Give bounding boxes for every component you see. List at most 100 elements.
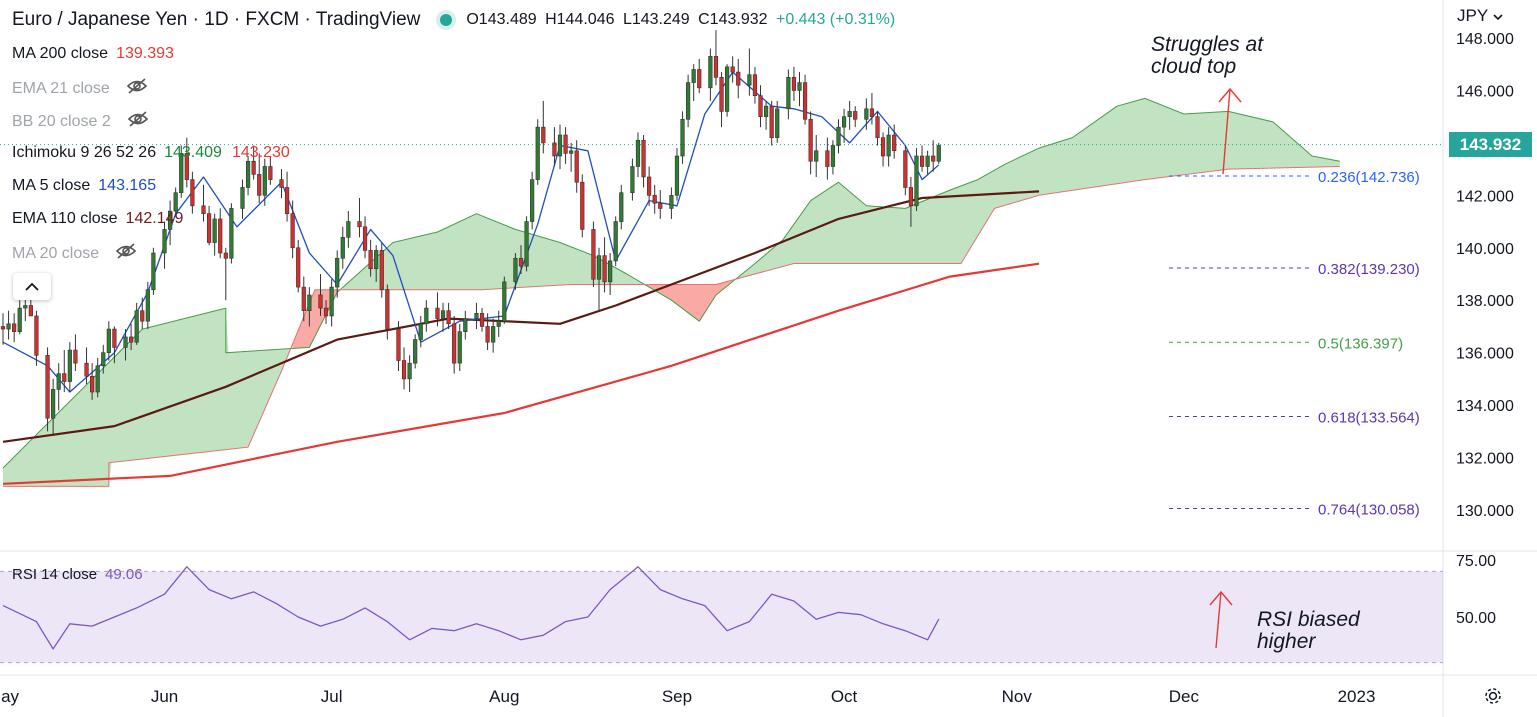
candle — [569, 142, 574, 172]
high-value: H144.046 — [545, 11, 615, 28]
candle-body — [368, 250, 373, 270]
candle-body — [869, 108, 875, 117]
indicator-ema110[interactable]: EMA 110 close 142.149 — [12, 210, 183, 228]
eye-hidden-icon[interactable] — [115, 243, 137, 264]
candle-body — [357, 221, 362, 228]
candle — [424, 300, 429, 332]
candle-body — [28, 305, 33, 317]
candle-body — [680, 118, 685, 157]
indicator-bb20[interactable]: BB 20 close 2 — [12, 111, 149, 132]
candle — [708, 48, 713, 101]
candle-body — [106, 328, 111, 353]
indicator-name: BB 20 close 2 — [12, 112, 111, 130]
candle-body — [658, 202, 663, 209]
candle — [814, 135, 819, 177]
candle-body — [674, 155, 680, 196]
candle-body — [802, 82, 808, 120]
indicator-ichimoku[interactable]: Ichimoku 9 26 52 26 143.409 143.230 — [12, 144, 290, 162]
candle-body — [145, 289, 150, 322]
candle-body — [45, 354, 50, 419]
rsi-legend[interactable]: RSI 14 close 49.06 — [12, 566, 143, 583]
candle-body — [479, 313, 485, 327]
indicator-ema21[interactable]: EMA 21 close — [12, 78, 148, 99]
candle-body — [17, 307, 22, 332]
candle — [936, 142, 941, 164]
eye-hidden-icon[interactable] — [127, 111, 149, 132]
candle-body — [825, 150, 830, 167]
candle — [463, 310, 468, 340]
candle — [591, 221, 596, 288]
candle-body — [140, 310, 145, 322]
collapse-legend-button[interactable] — [13, 273, 51, 300]
candle-body — [763, 105, 769, 117]
candle-body — [613, 221, 618, 262]
candle-body — [245, 160, 251, 188]
candle-body — [485, 326, 490, 343]
candle-body — [0, 326, 6, 330]
fib-label: 0.618(133.564) — [1318, 410, 1420, 427]
candle — [168, 200, 173, 246]
candle-body — [257, 174, 262, 196]
ma200-line — [2, 262, 1040, 485]
candle-body — [56, 373, 61, 390]
candle — [908, 176, 914, 227]
cloud-segment — [3, 308, 290, 487]
candle — [530, 171, 535, 230]
candle-body — [129, 336, 134, 343]
candle-body — [936, 145, 941, 162]
candle — [674, 148, 680, 201]
candle-body — [90, 375, 95, 393]
candle — [452, 315, 457, 374]
candle — [212, 213, 217, 256]
candle — [251, 145, 256, 180]
candle-body — [229, 208, 234, 259]
candle — [6, 310, 11, 340]
candle — [864, 98, 869, 130]
indicator-ma200[interactable]: MA 200 close 139.393 — [12, 45, 174, 63]
eye-hidden-icon[interactable] — [126, 78, 148, 99]
candle-body — [931, 155, 936, 162]
candle — [357, 197, 362, 238]
candle-body — [686, 82, 691, 120]
candle — [485, 313, 490, 351]
rsi-pane — [0, 566, 1443, 664]
candle — [145, 281, 150, 330]
candle — [931, 140, 936, 172]
candle-body — [162, 229, 167, 254]
candle-body — [112, 328, 117, 348]
candle — [329, 279, 334, 327]
candle-body — [557, 134, 563, 157]
indicator-value: 143.165 — [98, 177, 157, 194]
symbol-title[interactable]: Euro / Japanese Yen · 1D · FXCM · Tradin… — [12, 9, 421, 30]
indicator-ma5[interactable]: MA 5 close 143.165 — [12, 177, 156, 195]
candle — [869, 93, 875, 125]
candle — [262, 158, 267, 206]
candle — [680, 111, 685, 164]
annotation-line-1: RSI biased — [1257, 608, 1360, 631]
candle-body — [301, 286, 306, 312]
candle-body — [173, 192, 178, 212]
currency-selector[interactable]: JPY — [1457, 6, 1503, 26]
candle — [379, 242, 384, 298]
candle — [513, 253, 518, 290]
candle — [279, 169, 284, 198]
candle — [340, 226, 345, 269]
indicator-ma20[interactable]: MA 20 close — [12, 243, 137, 264]
candle-body — [752, 74, 758, 96]
candle-body — [463, 318, 468, 332]
candle-body — [652, 195, 657, 204]
candle-body — [168, 210, 173, 230]
candle — [630, 158, 635, 201]
candle-body — [179, 153, 184, 194]
candle — [190, 171, 195, 214]
candle-body — [279, 179, 284, 188]
candle-body — [574, 150, 579, 183]
y-tick-label: 140.000 — [1456, 241, 1514, 258]
candle-body — [262, 166, 267, 196]
rsi-band — [0, 571, 1443, 663]
candle-body — [830, 145, 836, 167]
gear-icon[interactable] — [1483, 686, 1503, 711]
candle-body — [513, 257, 518, 283]
